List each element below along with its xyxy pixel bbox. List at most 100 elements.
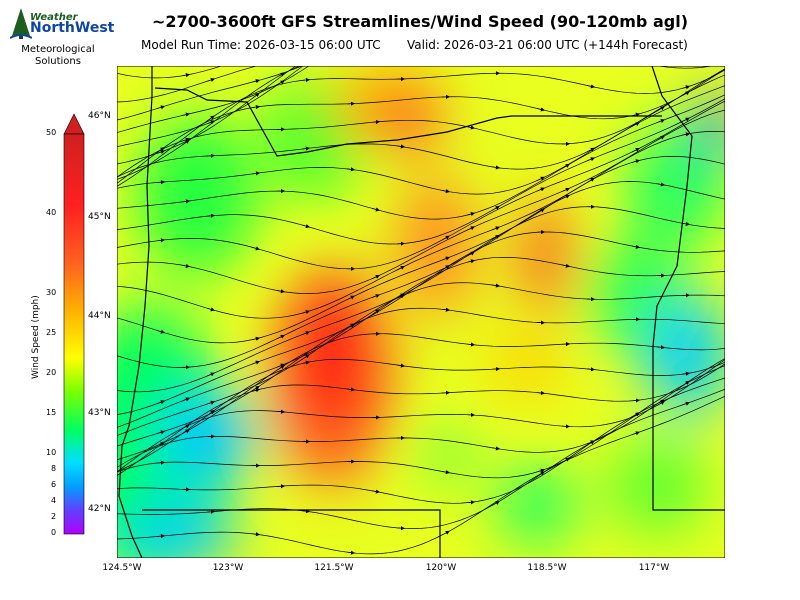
- streamline-arrow: [251, 336, 261, 341]
- streamline: [117, 66, 258, 103]
- streamline-arrow: [586, 84, 596, 89]
- tree-icon: [10, 8, 32, 39]
- streamline-arrow: [681, 221, 691, 226]
- longitude-label: 121.5°W: [314, 563, 354, 573]
- streamline-arrow: [371, 294, 380, 298]
- colorbar-gradient: [63, 133, 85, 535]
- colorbar-tick: 6: [51, 480, 57, 489]
- streamline-arrow: [181, 137, 190, 142]
- streamline-arrow: [681, 401, 690, 406]
- streamline-arrow: [156, 150, 165, 154]
- streamline: [117, 333, 725, 461]
- streamline-arrow: [301, 509, 311, 514]
- streamline-arrow: [491, 501, 500, 506]
- streamlines: [117, 66, 725, 555]
- longitude-label: 120°W: [425, 563, 457, 573]
- streamline-arrow: [181, 199, 191, 204]
- streamline-arrow: [536, 187, 545, 192]
- colorbar-tick: 4: [51, 496, 57, 505]
- streamline-arrow: [656, 182, 666, 187]
- colorbar-label: Wind Speed (mph): [31, 295, 41, 379]
- latitude-label: 43°N: [88, 408, 111, 418]
- streamline-arrow: [536, 468, 546, 473]
- streamline-arrow: [631, 148, 640, 153]
- streamline-arrow: [656, 345, 666, 350]
- streamline: [117, 282, 725, 436]
- streamline-arrow: [536, 390, 546, 396]
- colorbar-tick: 0: [51, 528, 57, 537]
- streamline: [117, 131, 725, 319]
- streamline: [117, 100, 725, 270]
- streamline-arrow: [631, 159, 641, 164]
- streamline-arrow: [181, 263, 191, 268]
- colorbar-tick: 40: [46, 208, 57, 217]
- streamline: [117, 68, 725, 178]
- streamline-arrow: [206, 115, 215, 122]
- streamline-arrow: [441, 470, 451, 475]
- streamline-arrow: [301, 77, 311, 83]
- streamline: [117, 395, 725, 555]
- streamline-arrow: [536, 471, 545, 477]
- colorbar-tick: 25: [46, 328, 57, 337]
- streamline-arrow: [656, 106, 665, 112]
- streamline-arrow: [251, 388, 261, 393]
- streamline: [117, 66, 310, 133]
- streamline-arrow: [346, 550, 356, 555]
- streamline-arrow: [466, 226, 475, 231]
- streamline: [117, 377, 725, 504]
- streamline-arrow: [251, 79, 261, 84]
- streamline-arrow: [276, 334, 285, 340]
- streamline-arrow: [301, 331, 310, 336]
- streamline-arrow: [206, 213, 216, 218]
- wind-map: [117, 66, 725, 558]
- streamline-arrow: [251, 246, 261, 251]
- streamline-arrow: [536, 176, 545, 181]
- streamline-arrow: [631, 244, 641, 249]
- columbia-river-border: [154, 87, 662, 157]
- logo: Weather NorthWest Meteorological Solutio…: [6, 6, 115, 70]
- latitude-label: 44°N: [88, 311, 111, 321]
- colorbar-tick: 20: [46, 368, 57, 377]
- streamline-arrow: [301, 224, 311, 229]
- streamline-arrow: [301, 310, 311, 315]
- streamline-arrow: [536, 208, 545, 214]
- longitude-label: 123°W: [212, 563, 244, 573]
- latitude-label: 42°N: [88, 504, 111, 514]
- longitude-label: 124.5°W: [102, 563, 142, 573]
- streamline: [117, 94, 725, 220]
- streamline-arrow: [181, 112, 191, 117]
- streamline: [117, 358, 725, 468]
- streamline-arrow: [371, 119, 381, 125]
- streamline-arrow: [681, 91, 690, 97]
- streamline: [117, 69, 725, 187]
- streamline-arrow: [396, 266, 405, 271]
- streamline: [117, 206, 725, 393]
- streamline-arrow: [631, 431, 640, 436]
- streamline-arrow: [156, 400, 165, 405]
- streamline: [117, 231, 725, 415]
- streamline-arrow: [371, 207, 381, 212]
- colorbar-tick: 2: [51, 512, 57, 521]
- streamline-arrow: [206, 400, 215, 405]
- streamline-arrow: [206, 77, 215, 82]
- latitude-label: 46°N: [88, 111, 111, 121]
- colorbar-tick: 30: [46, 288, 57, 297]
- streamline-arrow: [656, 135, 665, 141]
- colorbar-tick: 50: [46, 128, 57, 137]
- colorbar-tick: 15: [46, 408, 57, 417]
- streamline: [117, 365, 725, 479]
- streamline-arrow: [251, 385, 260, 392]
- logo-weather-text: Weather: [30, 12, 78, 23]
- streamline-arrow: [346, 387, 356, 392]
- colorbar-tick: 10: [46, 448, 57, 457]
- streamline: [117, 359, 725, 473]
- valid-time-text: Valid: 2026-03-21 06:00 UTC (+144h Forec…: [407, 38, 688, 52]
- streamline: [117, 66, 714, 180]
- streamline-arrow: [156, 105, 166, 110]
- streamline-arrow: [206, 410, 215, 416]
- logo-northwest-text: NorthWest: [30, 20, 115, 36]
- california-nevada-border: [142, 509, 441, 558]
- streamline-arrow: [206, 120, 215, 125]
- streamline-arrow: [441, 265, 450, 271]
- longitude-label: 118.5°W: [527, 563, 567, 573]
